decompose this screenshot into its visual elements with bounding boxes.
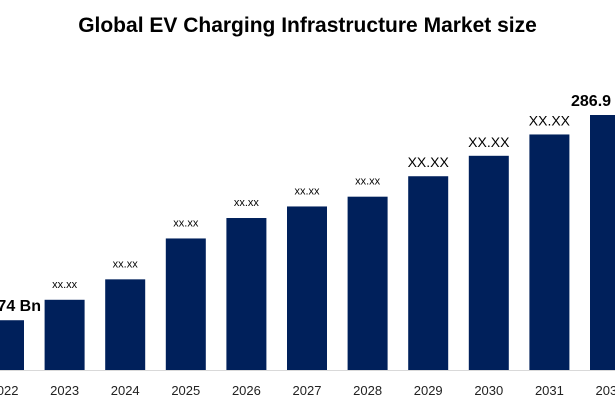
x-tick-label: 2028 — [353, 383, 382, 398]
data-label: xx.xx — [355, 176, 381, 188]
bar-2028 — [347, 196, 388, 370]
bar-2027 — [287, 206, 327, 370]
data-label: xx.xx — [173, 217, 199, 229]
data-label: XX.XX — [468, 134, 510, 150]
data-label: xx.xx — [113, 258, 139, 270]
x-tick-label: 2030 — [474, 383, 503, 398]
data-label: 74 Bn — [0, 298, 41, 315]
x-tick-label: 2026 — [232, 383, 261, 398]
bar-2026 — [226, 218, 267, 370]
x-tick-label: 2023 — [50, 383, 79, 398]
data-label: xx.xx — [234, 197, 260, 209]
bar-2032 — [590, 115, 615, 370]
bar-2025 — [165, 238, 206, 370]
x-tick-label: 2022 — [0, 383, 18, 398]
data-label: xx.xx — [294, 185, 320, 197]
bar-2031 — [529, 134, 570, 370]
bar-2023 — [44, 299, 85, 370]
bar-2024 — [105, 279, 146, 370]
x-tick-label: 2029 — [414, 383, 443, 398]
chart-title: Global EV Charging Infrastructure Market… — [78, 14, 537, 37]
x-tick-label: 2024 — [111, 383, 140, 398]
data-label: xx.xx — [52, 279, 78, 291]
x-tick-label: 2025 — [171, 383, 200, 398]
x-tick-label: 2027 — [293, 383, 322, 398]
data-label: XX.XX — [408, 154, 450, 170]
data-label: 286.9 — [571, 93, 611, 110]
bar-2029 — [408, 176, 449, 370]
bar-2022 — [0, 320, 24, 370]
bar-2030 — [468, 155, 509, 370]
data-label: XX.XX — [529, 112, 571, 128]
x-tick-label: 2031 — [535, 383, 564, 398]
